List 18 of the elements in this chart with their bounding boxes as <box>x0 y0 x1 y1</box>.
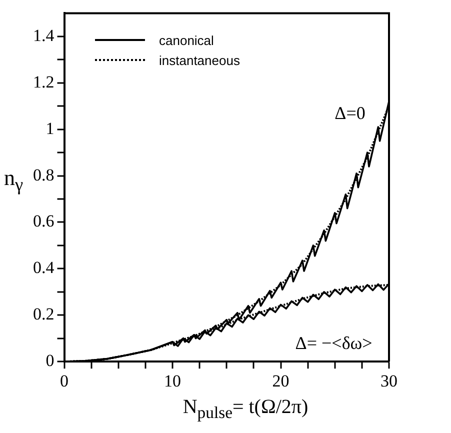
legend-label: canonical <box>159 32 214 48</box>
x-axis-title: N$_{pulse}$= t(Ω/2π) <box>182 396 310 423</box>
x-tick-label: 0 <box>60 371 68 390</box>
legend-label: instantaneous <box>159 52 240 68</box>
y-tick-label: 0 <box>46 351 54 370</box>
annotation: Δ= −<δω> <box>295 332 372 353</box>
y-tick-label: 1.2 <box>33 72 54 92</box>
y-tick-label: 0.6 <box>33 212 54 231</box>
y-tick-label: 1.4 <box>33 26 55 45</box>
annotation: Δ=0 <box>334 102 366 123</box>
x-tick-label: 20 <box>272 371 290 390</box>
y-tick-label: 0.8 <box>33 165 54 184</box>
x-tick-label: 30 <box>380 371 398 390</box>
y-axis-title: n$_{γ}$ <box>4 165 24 196</box>
x-tick-label: 10 <box>164 371 181 390</box>
y-tick-label: 0.4 <box>33 258 55 278</box>
y-tick-label: 0.2 <box>33 304 54 324</box>
y-tick-label: 1 <box>46 118 54 138</box>
